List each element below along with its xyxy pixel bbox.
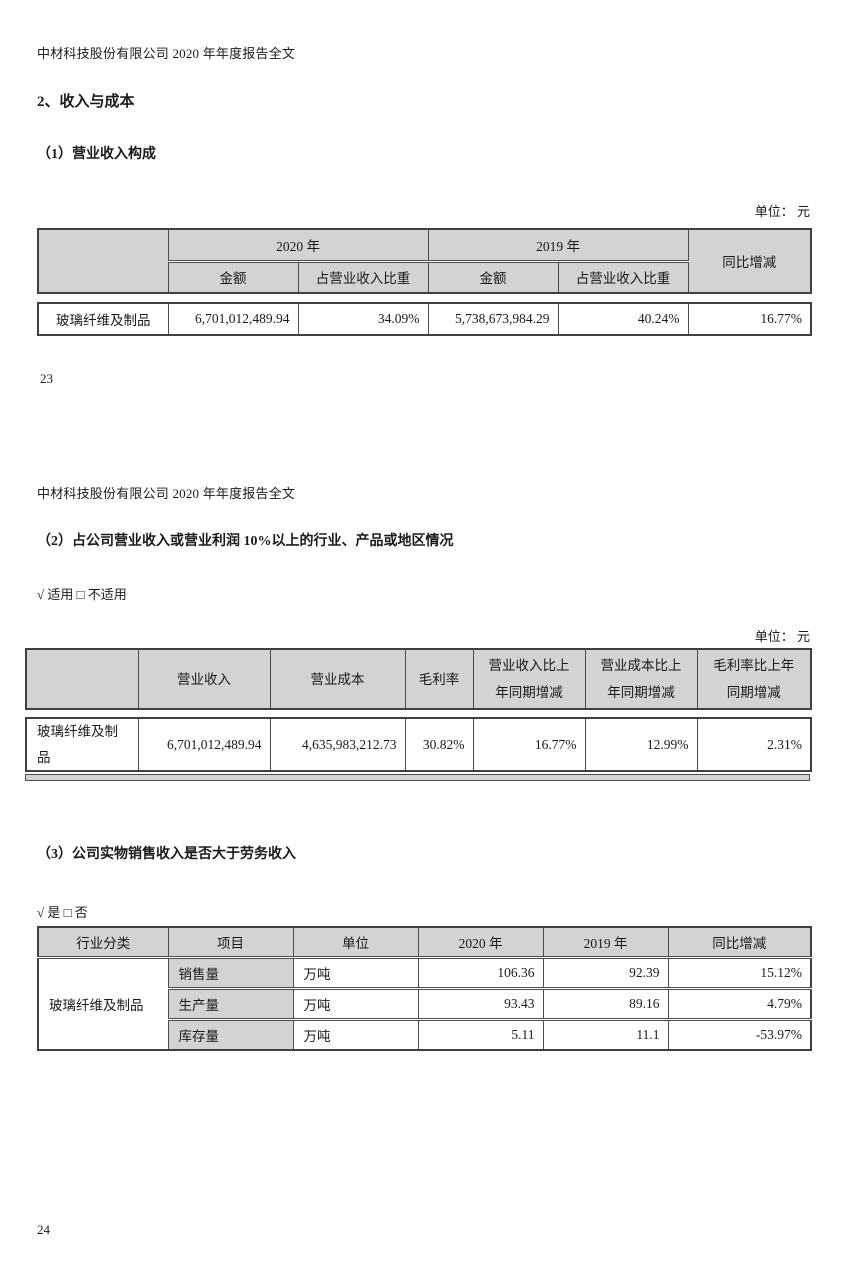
corner-empty-cell-2 xyxy=(25,648,139,710)
column-header-yoy: 同比增减 xyxy=(687,228,812,294)
subheader-ratio-2020: 占营业收入比重 xyxy=(297,259,429,294)
corner-empty-cell xyxy=(37,228,169,294)
column-header-2020: 2020 年 xyxy=(167,228,429,262)
major-business-table: 营业收入 营业成本 毛利率 营业收入比上年同期增减 营业成本比上年同期增减 毛利… xyxy=(25,648,812,782)
table-header-row: 行业分类 项目 单位 2020 年 2019 年 同比增减 xyxy=(37,926,812,958)
clipped-next-row-strip xyxy=(25,774,810,782)
cell-item-production-volume: 生产量 xyxy=(167,986,294,1020)
table-row: 玻璃纤维及制品 6,701,012,489.94 34.09% 5,738,67… xyxy=(37,302,812,336)
section-heading-income-and-cost: 2、收入与成本 xyxy=(37,94,135,110)
subheader-amount-2019: 金额 xyxy=(427,259,559,294)
column-header-2019: 2019 年 xyxy=(427,228,689,262)
sales-volume-table: 行业分类 项目 单位 2020 年 2019 年 同比增减 玻璃纤维及制品 销售… xyxy=(37,926,812,1051)
cell-industry-glass-fiber: 玻璃纤维及制品 xyxy=(37,955,169,1051)
cell-ratio-2019: 40.24% xyxy=(557,302,689,336)
cell-2020-value: 93.43 xyxy=(417,986,544,1020)
table-row: 生产量 万吨 93.43 89.16 4.79% xyxy=(38,986,812,1020)
cell-2019-value: 89.16 xyxy=(542,986,669,1020)
row-label-glass-fiber: 玻璃纤维及制品 xyxy=(37,302,169,336)
revenue-composition-table-header: 2020 年 2019 年 同比增减 金额 占营业收入比重 金额 占营业收入比重 xyxy=(37,228,812,294)
subheader-ratio-2019: 占营业收入比重 xyxy=(557,259,689,294)
column-header-2020: 2020 年 xyxy=(417,926,544,958)
unit-label-yuan-2: 单位： 元 xyxy=(754,629,810,644)
cell-item-inventory-volume: 库存量 xyxy=(167,1017,294,1051)
unit-label-yuan: 单位： 元 xyxy=(754,204,810,219)
cell-yoy-value: 15.12% xyxy=(667,955,812,989)
revenue-composition-table-body: 玻璃纤维及制品 6,701,012,489.94 34.09% 5,738,67… xyxy=(37,302,812,336)
column-header-revenue: 营业收入 xyxy=(137,648,271,710)
column-header-2019: 2019 年 xyxy=(542,926,669,958)
column-header-revenue-yoy: 营业收入比上年同期增减 xyxy=(472,648,586,710)
table-row: 玻璃纤维及制品 销售量 万吨 106.36 92.39 15.12% xyxy=(37,955,812,1051)
cell-yoy-value: 4.79% xyxy=(667,986,812,1020)
column-header-cost-yoy: 营业成本比上年同期增减 xyxy=(584,648,698,710)
column-header-item: 项目 xyxy=(167,926,294,958)
page-number-24: 24 xyxy=(37,1222,50,1237)
column-header-yoy: 同比增减 xyxy=(667,926,812,958)
subsection-heading-physical-sales: （3）公司实物销售收入是否大于劳务收入 xyxy=(37,847,296,862)
cell-yoy-value: -53.97% xyxy=(667,1017,812,1051)
column-header-unit: 单位 xyxy=(292,926,419,958)
subsection-heading-major-business: （2）占公司营业收入或营业利润 10%以上的行业、产品或地区情况 xyxy=(37,534,454,549)
cell-unit: 万吨 xyxy=(292,955,419,989)
document-header-title: 中材科技股份有限公司 2020 年年度报告全文 xyxy=(37,46,296,61)
cell-unit: 万吨 xyxy=(292,986,419,1020)
cell-2019-value: 11.1 xyxy=(542,1017,669,1051)
revenue-composition-table: 2020 年 2019 年 同比增减 金额 占营业收入比重 金额 占营业收入比重… xyxy=(37,228,812,336)
subsection-heading-revenue-composition: （1）营业收入构成 xyxy=(37,147,156,162)
page-number-23: 23 xyxy=(40,371,53,386)
cell-yoy: 16.77% xyxy=(687,302,812,336)
document-header-title-repeat: 中材科技股份有限公司 2020 年年度报告全文 xyxy=(37,486,296,501)
column-header-margin-yoy: 毛利率比上年同期增减 xyxy=(696,648,812,710)
major-business-table-header: 营业收入 营业成本 毛利率 营业收入比上年同期增减 营业成本比上年同期增减 毛利… xyxy=(25,648,812,710)
table-row: 玻璃纤维及制品 6,701,012,489.94 4,635,983,212.7… xyxy=(25,717,812,772)
cell-cost-yoy: 12.99% xyxy=(584,717,698,772)
column-header-cost: 营业成本 xyxy=(269,648,406,710)
cell-unit: 万吨 xyxy=(292,1017,419,1051)
cell-amount-2019: 5,738,673,984.29 xyxy=(427,302,559,336)
yes-no-check-line: √ 是 □ 否 xyxy=(37,905,88,920)
cell-margin-yoy: 2.31% xyxy=(696,717,812,772)
cell-amount-2020: 6,701,012,489.94 xyxy=(167,302,299,336)
cell-ratio-2020: 34.09% xyxy=(297,302,429,336)
cell-margin: 30.82% xyxy=(404,717,474,772)
subheader-amount-2020: 金额 xyxy=(167,259,299,294)
cell-2020-value: 5.11 xyxy=(417,1017,544,1051)
applicability-check-line: √ 适用 □ 不适用 xyxy=(37,587,127,602)
cell-item-sales-volume: 销售量 xyxy=(167,955,294,989)
column-header-industry: 行业分类 xyxy=(37,926,169,958)
cell-2020-value: 106.36 xyxy=(417,955,544,989)
major-business-table-body: 玻璃纤维及制品 6,701,012,489.94 4,635,983,212.7… xyxy=(25,717,812,773)
cell-cost: 4,635,983,212.73 xyxy=(269,717,406,772)
sales-volume-table-grid: 行业分类 项目 单位 2020 年 2019 年 同比增减 玻璃纤维及制品 销售… xyxy=(37,926,812,1051)
cell-revenue-yoy: 16.77% xyxy=(472,717,586,772)
cell-revenue: 6,701,012,489.94 xyxy=(137,717,271,772)
cell-2019-value: 92.39 xyxy=(542,955,669,989)
table-row: 库存量 万吨 5.11 11.1 -53.97% xyxy=(38,1017,812,1051)
row-label-glass-fiber-2: 玻璃纤维及制品 xyxy=(25,717,139,772)
column-header-margin: 毛利率 xyxy=(404,648,474,710)
